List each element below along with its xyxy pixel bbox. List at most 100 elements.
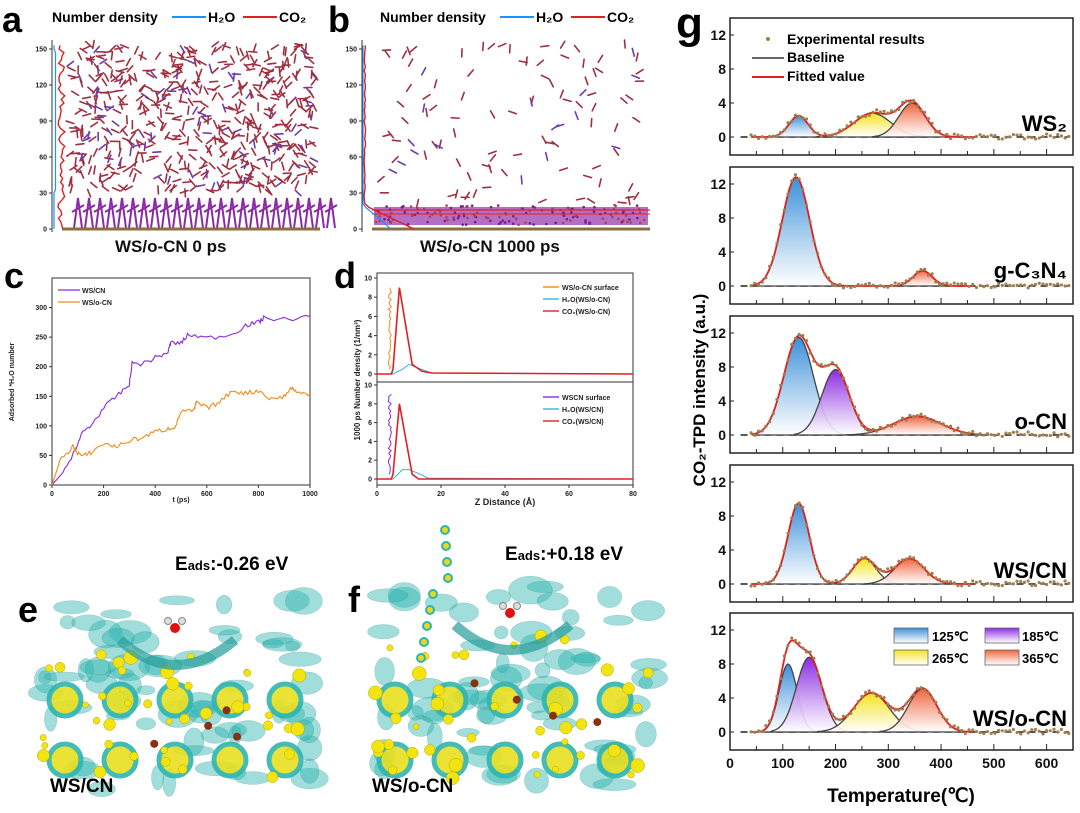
substrate-chain [259,198,271,228]
experimental-point [919,413,922,416]
experimental-point [1015,731,1018,734]
s-atom [267,772,278,783]
co2-molecule [80,171,83,178]
peak-legend-125: 125℃ [932,629,968,644]
legend-label-h2o-a: H₂O [208,9,235,25]
experimental-point [956,133,959,136]
co2-molecule [273,158,279,163]
experimental-point [761,583,764,586]
y-tick-label: 50 [39,453,47,460]
s-atom [407,747,418,758]
co2-molecule [200,85,202,93]
experimental-point [908,414,911,417]
co2-molecule [483,187,491,188]
adsorbed-molecule [584,221,587,224]
w-atom [104,744,136,776]
chain-atom [442,542,450,550]
co2-molecule [254,140,255,148]
w-atom [269,744,301,776]
adsorbed-molecule [445,216,448,219]
experimental-point [753,584,756,587]
adsorbed-molecule [498,223,501,226]
experimental-point [1015,284,1018,287]
co2-molecule [580,90,586,96]
co2-molecule [120,102,122,110]
legend-title-b: Number density [380,9,486,25]
co2-molecule [254,87,260,93]
co2-molecule [209,163,215,169]
oxygen-atom [170,623,180,633]
co2-molecule [191,89,197,95]
y-tick-label: 10 [364,276,372,283]
experimental-point [1034,283,1037,286]
adsorbed-molecule [569,219,572,222]
co2-molecule [542,136,546,143]
co2-molecule [68,67,75,70]
adsorbed-molecule [375,221,378,224]
x-axis-label-c: t (ps) [172,497,189,504]
experimental-point [945,425,948,428]
caption-a: WS/o-CN 0 ps [115,237,226,256]
chain-atom [444,574,452,582]
experimental-point [901,707,904,710]
experimental-point [790,636,793,639]
experimental-point [916,560,919,563]
s-atom [413,724,419,730]
co2-molecule [88,190,91,197]
co2-molecule [417,199,419,207]
co2-molecule [192,81,200,83]
experimental-point [923,689,926,692]
chain-atom [429,590,437,598]
co2-molecule [583,59,584,67]
experimental-point [908,101,911,104]
co2-molecule [305,67,313,68]
co2-molecule [584,175,592,177]
co2-molecule [550,80,554,87]
co2-molecule [546,153,548,161]
c-atom [204,722,212,730]
charge-isosurface [491,664,530,683]
charge-isosurface [375,658,395,686]
experimental-point [971,136,974,139]
co2-molecule [152,91,160,93]
experimental-point [871,691,874,694]
experimental-point [886,567,889,570]
adsorbed-molecule [497,204,500,207]
co2-molecule [389,169,396,173]
co2-molecule [111,52,112,60]
experimental-point [846,714,849,717]
experimental-point [942,422,945,425]
experimental-point [871,111,874,114]
x-axis-label-g: Temperature(℃) [827,786,975,807]
co2-molecule [284,76,290,82]
s-atom [104,719,116,731]
experimental-point [849,286,852,289]
adsorbed-molecule [517,223,520,226]
experimental-point [919,109,922,112]
co2-molecule [621,98,627,103]
experimental-point [798,641,801,644]
experimental-point [879,568,882,571]
co2-molecule [89,156,91,164]
experimental-point [838,718,841,721]
adsorbed-molecule [498,216,501,219]
adsorbed-molecule [589,221,592,224]
experimental-point [772,578,775,581]
experimental-point [820,265,823,268]
co2-molecule [172,119,180,120]
w-atom [49,684,81,716]
substrate-chain [193,198,205,228]
co2-molecule [106,142,107,150]
co2-molecule [305,57,313,58]
s-atom [631,759,645,773]
c-atom [549,712,557,720]
co2-molecule [218,62,226,63]
co2-molecule [165,185,170,191]
experimental-point [931,272,934,275]
adsorbed-molecule [410,205,413,208]
y-tick-label: 6 [368,314,372,321]
s-atom [433,685,444,696]
co2-molecule [83,97,91,98]
co2-molecule [137,96,143,101]
experimental-point [842,286,845,289]
